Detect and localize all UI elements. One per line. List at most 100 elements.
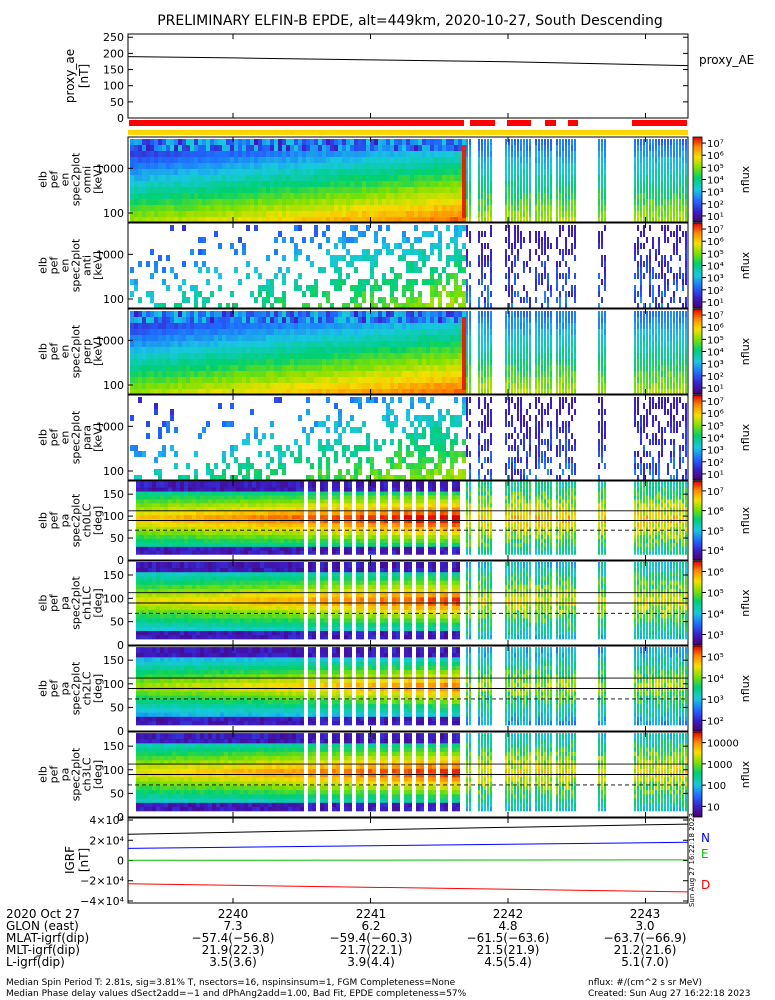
heat-cell (310, 163, 314, 169)
heat-cell (362, 365, 366, 371)
heat-cell (162, 175, 166, 181)
heat-cell (450, 329, 454, 335)
heat-cell (326, 445, 330, 451)
heat-cell (266, 157, 270, 163)
heat-cell (266, 383, 270, 389)
heat-cell (490, 157, 492, 163)
heat-cell (398, 341, 402, 347)
heat-cell (366, 205, 370, 211)
heat-cell (446, 347, 450, 353)
heat-cell (378, 139, 382, 145)
heat-cell (450, 415, 454, 421)
heat-cell (282, 217, 286, 223)
heat-cell (649, 285, 651, 291)
heat-cell (342, 151, 346, 157)
heat-cell (676, 249, 678, 255)
heat-cell (652, 347, 654, 353)
heat-cell (469, 193, 471, 199)
heat-cell (190, 157, 194, 163)
heat-cell (406, 365, 410, 371)
heat-cell (458, 365, 462, 371)
heat-cell (342, 279, 346, 285)
heat-cell (166, 285, 170, 291)
heat-cell (634, 323, 636, 329)
heat-cell (487, 181, 489, 187)
heat-cell (646, 199, 648, 205)
heat-cell (262, 377, 266, 383)
heat-cell (222, 347, 226, 353)
heat-cell (637, 261, 639, 267)
heat-cell (330, 365, 334, 371)
heat-cell (487, 255, 489, 261)
heat-cell (186, 329, 190, 335)
heat-cell (529, 175, 531, 181)
heat-cell (378, 335, 382, 341)
heat-cell (270, 341, 274, 347)
heat-cell (390, 409, 394, 415)
heat-cell (282, 139, 286, 145)
heat-cell (511, 169, 513, 175)
heat-cell (571, 359, 573, 365)
heat-cell (154, 317, 158, 323)
heat-cell (679, 297, 681, 303)
heat-cell (574, 217, 576, 223)
heat-cell (234, 217, 238, 223)
heat-cell (338, 181, 342, 187)
heat-cell (306, 433, 310, 439)
heat-cell (350, 311, 354, 317)
heat-cell (398, 475, 402, 481)
heat-cell (370, 377, 374, 383)
heat-cell (210, 175, 214, 181)
heat-cell (146, 199, 150, 205)
heat-cell (350, 347, 354, 353)
heat-cell (154, 187, 158, 193)
heat-cell (565, 311, 567, 317)
heat-cell (547, 377, 549, 383)
heat-cell (414, 415, 418, 421)
heat-cell (146, 151, 150, 157)
heat-cell (366, 151, 370, 157)
heat-cell (334, 151, 338, 157)
heat-cell (382, 237, 386, 243)
heat-cell (174, 377, 178, 383)
heat-cell (434, 243, 438, 249)
heat-cell (370, 181, 374, 187)
heat-cell (230, 317, 234, 323)
heat-cell (358, 353, 362, 359)
heat-cell (158, 163, 162, 169)
heat-cell (394, 199, 398, 205)
heat-cell (334, 377, 338, 383)
heat-cell (652, 335, 654, 341)
heat-cell (514, 231, 516, 237)
heat-cell (178, 175, 182, 181)
heat-cell (190, 285, 194, 291)
heat-cell (454, 389, 458, 395)
heat-cell (302, 181, 306, 187)
heat-cell (238, 463, 242, 469)
heat-cell (568, 151, 570, 157)
heat-cell (598, 151, 600, 157)
heat-cell (658, 371, 660, 377)
heat-cell (442, 341, 446, 347)
heat-cell (426, 231, 430, 237)
heat-cell (246, 139, 250, 145)
heat-cell (544, 359, 546, 365)
heat-cell (670, 151, 672, 157)
heat-cell (322, 211, 326, 217)
heat-cell (481, 217, 483, 223)
heat-cell (410, 267, 414, 273)
heat-cell (346, 317, 350, 323)
heat-cell (282, 181, 286, 187)
heat-cell (166, 323, 170, 329)
heat-cell (658, 187, 660, 193)
heat-cell (434, 151, 438, 157)
heat-cell (517, 249, 519, 255)
heat-cell (158, 323, 162, 329)
heat-cell (544, 317, 546, 323)
heat-cell (266, 255, 270, 261)
heat-cell (242, 199, 246, 205)
heat-cell (652, 273, 654, 279)
heat-cell (250, 175, 254, 181)
heat-cell (294, 175, 298, 181)
